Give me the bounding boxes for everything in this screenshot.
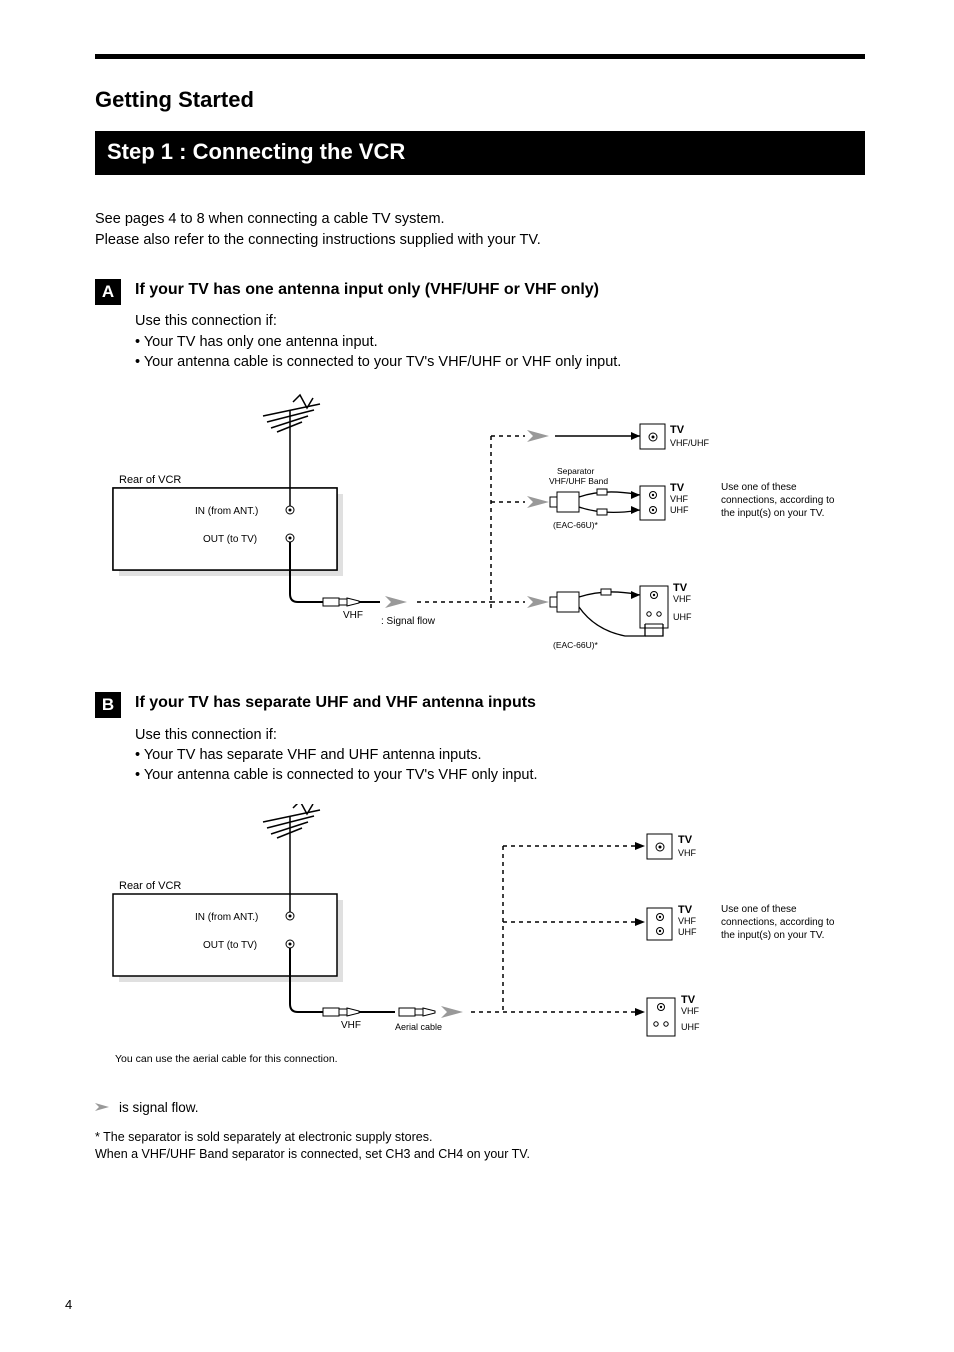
cable-label-a: VHF xyxy=(343,610,363,621)
case-b-bullet: • Your antenna cable is connected to you… xyxy=(135,765,538,785)
tv2-note-a: (EAC-66U)* xyxy=(553,520,599,530)
step-title-bar: Step 1 : Connecting the VCR xyxy=(95,131,865,175)
foot-note-b: You can use the aerial cable for this co… xyxy=(115,1053,338,1065)
tv1-port-a: VHF/UHF xyxy=(670,438,709,448)
rnote2-a: connections, according to xyxy=(721,495,835,506)
in-label: IN (from ANT.) xyxy=(195,506,258,517)
intro-block: See pages 4 to 8 when connecting a cable… xyxy=(95,209,865,251)
diagram-a-svg: Rear of VCR IN (from ANT.) OUT (to TV) xyxy=(95,390,865,670)
in-label-b: IN (from ANT.) xyxy=(195,912,258,923)
tv1-label-a: TV xyxy=(670,424,685,436)
rnote1-b: Use one of these xyxy=(721,904,797,915)
case-a-header: A If your TV has one antenna input only … xyxy=(95,279,865,372)
intro-line: See pages 4 to 8 when connecting a cable… xyxy=(95,209,865,230)
case-b-header: B If your TV has separate UHF and VHF an… xyxy=(95,692,865,785)
rear-label: Rear of VCR xyxy=(119,474,181,486)
tv2-p2-a: UHF xyxy=(670,505,689,515)
top-rule xyxy=(95,54,865,59)
diagram-b: Rear of VCR IN (from ANT.) OUT (to TV) V… xyxy=(95,804,865,1074)
case-a-sub: Use this connection if: xyxy=(135,311,621,331)
rnote2-b: connections, according to xyxy=(721,917,835,928)
svg-text:: Signal flow: : Signal flow xyxy=(381,616,436,627)
chapter-heading: Getting Started xyxy=(95,87,865,113)
rnote3-b: the input(s) on your TV. xyxy=(721,930,824,941)
tv3-note-a: (EAC-66U)* xyxy=(553,640,599,650)
tv3-p2-a: UHF xyxy=(673,612,692,622)
case-letter-a: A xyxy=(95,279,121,305)
cable-label-b: VHF xyxy=(341,1020,361,1031)
splitter-a: VHF/UHF Band xyxy=(549,476,608,486)
tv2-p2-b: UHF xyxy=(678,927,697,937)
case-b-heading: If your TV has separate UHF and VHF ante… xyxy=(135,692,538,714)
tv3-label-a: TV xyxy=(673,582,688,594)
tv3-p2-b: UHF xyxy=(681,1022,700,1032)
diagram-a: Rear of VCR IN (from ANT.) OUT (to TV) xyxy=(95,390,865,670)
rear-label-b: Rear of VCR xyxy=(119,880,181,892)
splitter2-a: Separator xyxy=(557,466,594,476)
tv2-p1-a: VHF xyxy=(670,494,689,504)
tv3-p1-b: VHF xyxy=(681,1006,700,1016)
rnote3-a: the input(s) on your TV. xyxy=(721,508,824,519)
case-letter-b: B xyxy=(95,692,121,718)
diagram-b-svg: Rear of VCR IN (from ANT.) OUT (to TV) V… xyxy=(95,804,865,1074)
rnote1-a: Use one of these xyxy=(721,482,797,493)
tv3-label-b: TV xyxy=(681,994,696,1006)
tv2-p1-b: VHF xyxy=(678,916,697,926)
case-b-bullet: • Your TV has separate VHF and UHF anten… xyxy=(135,745,538,765)
case-a-bullet: • Your antenna cable is connected to you… xyxy=(135,352,621,372)
arrow-icon xyxy=(95,1101,113,1113)
case-b-sub: Use this connection if: xyxy=(135,725,538,745)
tv3-p1-a: VHF xyxy=(673,594,692,604)
footnote: * The separator is sold separately at el… xyxy=(95,1129,865,1164)
case-a-bullet: • Your TV has only one antenna input. xyxy=(135,332,621,352)
intro-line: Please also refer to the connecting inst… xyxy=(95,230,865,251)
aerial-label-b: Aerial cable xyxy=(395,1022,442,1032)
page-number: 4 xyxy=(65,1297,72,1312)
tv2-label-b: TV xyxy=(678,904,693,916)
case-a-heading: If your TV has one antenna input only (V… xyxy=(135,279,621,301)
tv1-port-b: VHF xyxy=(678,848,697,858)
out-label-b: OUT (to TV) xyxy=(203,940,257,951)
tv1-label-b: TV xyxy=(678,834,693,846)
out-label: OUT (to TV) xyxy=(203,534,257,545)
closing-line: is signal flow. xyxy=(95,1100,865,1115)
tv2-label-a: TV xyxy=(670,482,685,494)
step-title: Step 1 : Connecting the VCR xyxy=(107,139,405,164)
